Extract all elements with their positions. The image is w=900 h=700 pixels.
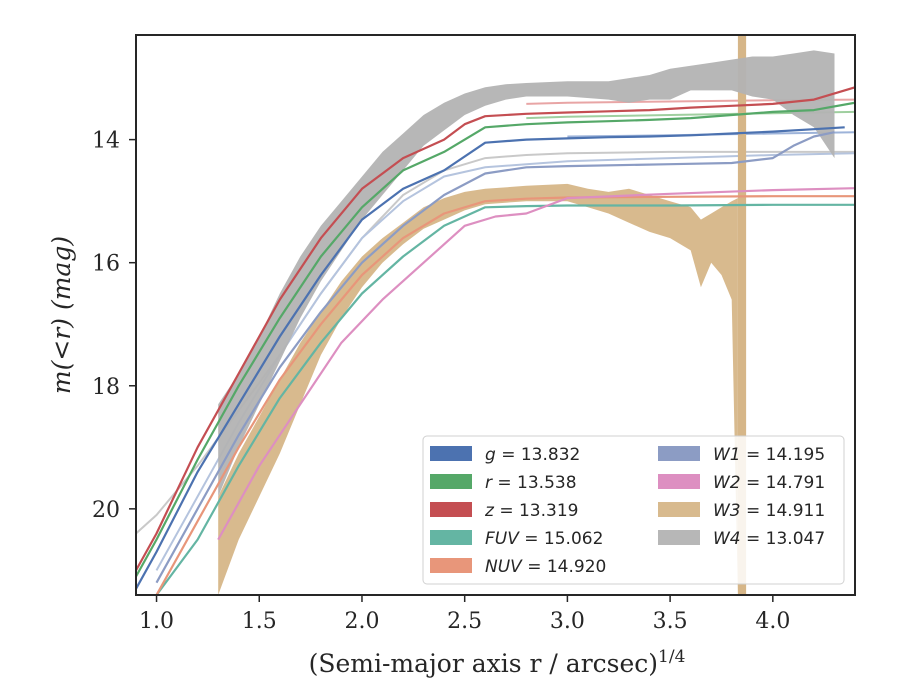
legend-swatch-r — [430, 474, 472, 489]
legend-label-z: z = 13.319 — [484, 501, 578, 521]
legend-swatch-nuv — [430, 558, 472, 573]
legend-swatch-w4 — [658, 530, 700, 545]
legend-label-nuv: NUV = 14.920 — [485, 557, 606, 577]
legend-swatch-w1 — [658, 446, 700, 461]
band-w4 — [218, 50, 835, 497]
band-series — [218, 35, 835, 595]
legend-label-w3: W3 = 14.911 — [713, 501, 825, 521]
x-tick-label: 2.5 — [447, 609, 482, 634]
y-tick-label: 18 — [92, 375, 120, 400]
x-tick-label: 1.0 — [139, 609, 174, 634]
y-tick-label: 14 — [92, 129, 120, 154]
vband-w3 — [737, 35, 747, 595]
legend-label-w2: W2 = 14.791 — [713, 473, 825, 493]
band-w3 — [218, 183, 738, 595]
y-tick-label: 16 — [92, 252, 120, 277]
legend: g = 13.832 r = 13.538 z = 13.319 FUV = 15.0… — [422, 435, 845, 585]
legend-label-fuv: FUV = 15.062 — [485, 529, 603, 549]
x-axis-label: (Semi-major axis r / arcsec)1/4 — [309, 647, 686, 678]
line-g — [136, 126, 845, 590]
legend-swatch-fuv — [430, 530, 472, 545]
legend-label-g: g = 13.832 — [485, 445, 580, 465]
y-tick-label: 20 — [92, 498, 120, 523]
legend-label-w4: W4 = 13.047 — [713, 529, 825, 549]
line-w1 — [155, 131, 835, 584]
x-axis-label-power: 1/4 — [658, 647, 685, 667]
y-axis-label: m(<r) (mag) — [47, 236, 76, 394]
legend-swatch-w3 — [658, 502, 700, 517]
x-axis-ticks: 1.0 1.5 2.0 2.5 3.0 3.5 4.0 — [139, 595, 790, 634]
plot-frame — [135, 34, 856, 596]
x-tick-label: 1.5 — [242, 609, 277, 634]
line-r — [136, 101, 855, 578]
line-series — [136, 86, 855, 595]
y-axis-ticks: 14 16 18 20 — [92, 129, 136, 523]
legend-swatch-z — [430, 502, 472, 517]
legend-box — [422, 435, 845, 585]
legend-label-w1: W1 = 14.195 — [713, 445, 825, 465]
x-tick-label: 3.0 — [550, 609, 585, 634]
legend-swatch-w2 — [658, 474, 700, 489]
line-nuv — [155, 195, 855, 595]
x-tick-label: 4.0 — [755, 609, 790, 634]
line-z — [136, 86, 855, 571]
x-tick-label: 2.0 — [344, 609, 379, 634]
line-fuv — [155, 203, 855, 595]
legend-label-r: r = 13.538 — [485, 473, 577, 493]
x-tick-label: 3.5 — [653, 609, 688, 634]
line-w2 — [217, 187, 855, 541]
legend-swatch-g — [430, 446, 472, 461]
